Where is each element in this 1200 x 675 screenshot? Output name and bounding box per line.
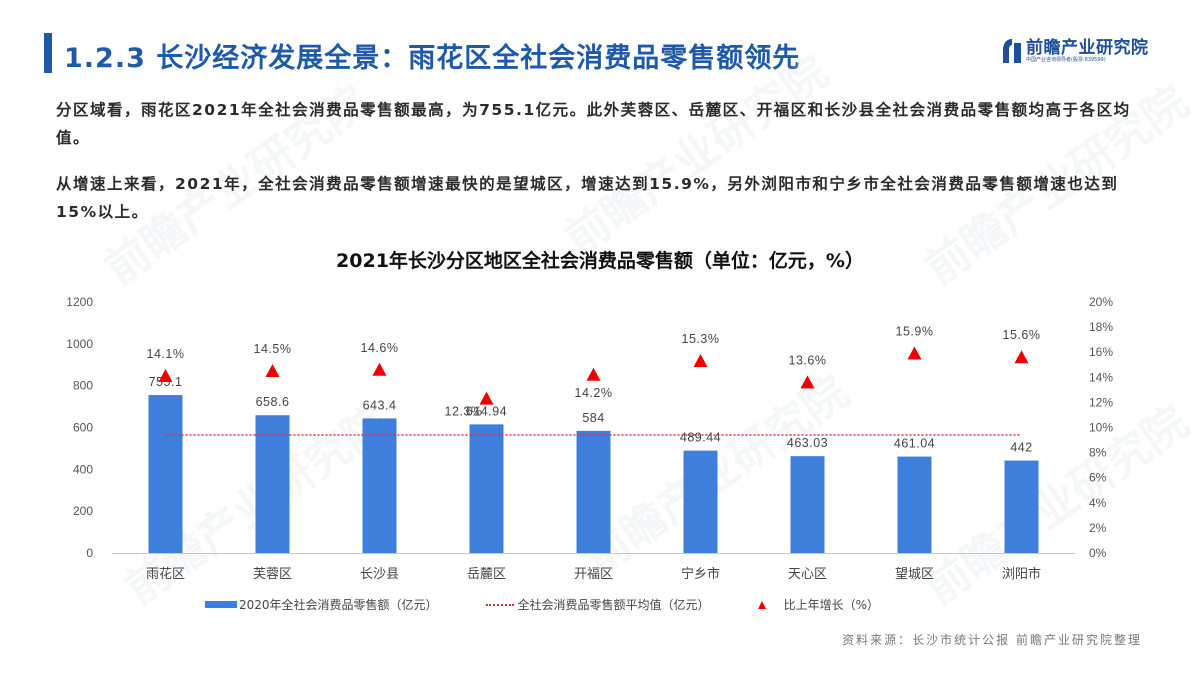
left-axis-tick-label: 1200 (66, 295, 93, 309)
left-axis-tick-label: 600 (73, 421, 93, 435)
category-label: 雨花区 (146, 566, 185, 581)
growth-triangle-marker (800, 375, 815, 389)
summary-paragraph-2: 从增速上来看，2021年，全社会消费品零售额增速最快的是望城区，增速达到15.9… (56, 175, 1119, 221)
bar-value-label: 755.1 (149, 375, 183, 389)
brand-logo: 前瞻产业研究院 中国产业咨询领导者(股票:839599) (1002, 38, 1149, 64)
right-axis-tick-label: 20% (1089, 295, 1113, 309)
category-label: 芙蓉区 (253, 566, 292, 581)
bar-长沙县[interactable] (362, 418, 397, 553)
bar-雨花区[interactable] (148, 395, 183, 553)
chart-title: 2021年长沙分区地区全社会消费品零售额（单位：亿元，%） (336, 250, 864, 272)
bar-浏阳市[interactable] (1004, 460, 1039, 553)
bar-岳麓区[interactable] (469, 424, 504, 553)
chart-legend: 2020年全社会消费品零售额（亿元） 全社会消费品零售额平均值（亿元） 比上年增… (205, 596, 927, 613)
right-axis-tick-label: 4% (1089, 496, 1107, 510)
legend-label: 2020年全社会消费品零售额（亿元） (239, 598, 438, 612)
growth-value-label: 15.3% (682, 332, 720, 346)
logo-icon (1002, 38, 1022, 64)
bar-天心区[interactable] (790, 456, 825, 553)
growth-value-label: 14.1% (147, 347, 185, 361)
bar-value-label: 614.94 (466, 404, 507, 418)
bar-芙蓉区[interactable] (255, 415, 290, 553)
right-axis-tick-label: 8% (1089, 446, 1107, 460)
bar-value-label: 463.03 (787, 436, 828, 450)
category-label: 宁乡市 (681, 566, 720, 581)
growth-value-label: 15.6% (1003, 328, 1041, 342)
growth-triangle-marker (693, 353, 708, 367)
bar-开福区[interactable] (576, 430, 611, 553)
legend-item-average: 全社会消费品零售额平均值（亿元） (485, 596, 710, 613)
growth-value-label: 14.2% (575, 386, 613, 400)
logo-subtitle: 中国产业咨询领导者(股票:839599) (1026, 56, 1106, 63)
bar-value-label: 461.04 (894, 437, 935, 451)
bar-宁乡市[interactable] (683, 450, 718, 553)
bar-value-label: 489.44 (680, 431, 721, 445)
growth-triangle-marker (479, 391, 494, 405)
legend-bar-swatch (205, 601, 237, 608)
left-axis-tick-label: 800 (73, 379, 93, 393)
growth-triangle-marker (158, 369, 173, 383)
legend-item-growth: 比上年增长（%） (757, 596, 879, 613)
right-axis-tick-label: 10% (1089, 421, 1113, 435)
left-axis-tick-label: 1000 (66, 337, 93, 351)
right-axis-tick-label: 2% (1089, 521, 1107, 535)
legend-item-bar: 2020年全社会消费品零售额（亿元） (205, 596, 438, 613)
legend-label: 全社会消费品零售额平均值（亿元） (517, 598, 710, 612)
category-label: 望城区 (895, 566, 934, 581)
category-label: 长沙县 (360, 566, 399, 581)
growth-triangle-marker (372, 362, 387, 376)
page-title: 1.2.3 长沙经济发展全景：雨花区全社会消费品零售额领先 (64, 43, 801, 74)
growth-value-label: 14.6% (361, 341, 399, 355)
legend-dotted-line-swatch (485, 603, 514, 606)
summary-paragraph-1: 分区域看，雨花区2021年全社会消费品零售额最高，为755.1亿元。此外芙蓉区、… (56, 101, 1131, 147)
growth-value-label: 13.6% (789, 353, 827, 367)
bar-value-label: 643.4 (363, 398, 397, 412)
bar-value-label: 658.6 (256, 395, 290, 409)
category-label: 开福区 (574, 566, 613, 581)
growth-triangle-marker (265, 364, 280, 378)
bar-value-label: 584 (582, 411, 604, 425)
growth-value-label: 15.9% (896, 324, 934, 338)
category-label: 天心区 (788, 566, 827, 581)
legend-label: 比上年增长（%） (783, 598, 879, 612)
right-axis-tick-label: 6% (1089, 471, 1107, 485)
data-source-note: 资料来源：长沙市统计公报 前瞻产业研究院整理 (842, 633, 1142, 647)
category-label: 岳麓区 (467, 566, 506, 581)
growth-value-label: 12.3% (445, 405, 483, 419)
left-axis-tick-label: 400 (73, 462, 93, 476)
right-axis-tick-label: 14% (1089, 370, 1113, 384)
growth-triangle-marker (586, 367, 601, 381)
left-axis-tick-label: 0 (86, 546, 93, 560)
right-axis-tick-label: 16% (1089, 345, 1113, 359)
growth-triangle-marker (1014, 350, 1029, 364)
bar-value-label: 442 (1010, 441, 1032, 455)
left-axis-tick-label: 200 (73, 504, 93, 518)
growth-value-label: 14.5% (254, 342, 292, 356)
right-axis-tick-label: 12% (1089, 395, 1113, 409)
growth-triangle-marker (907, 346, 922, 360)
right-axis-tick-label: 0% (1089, 546, 1107, 560)
category-label: 浏阳市 (1002, 566, 1041, 581)
right-axis-tick-label: 18% (1089, 320, 1113, 334)
bar-望城区[interactable] (897, 456, 932, 553)
triangle-marker-icon (757, 600, 766, 609)
logo-name: 前瞻产业研究院 (1026, 37, 1149, 58)
title-accent-bar (44, 33, 52, 73)
